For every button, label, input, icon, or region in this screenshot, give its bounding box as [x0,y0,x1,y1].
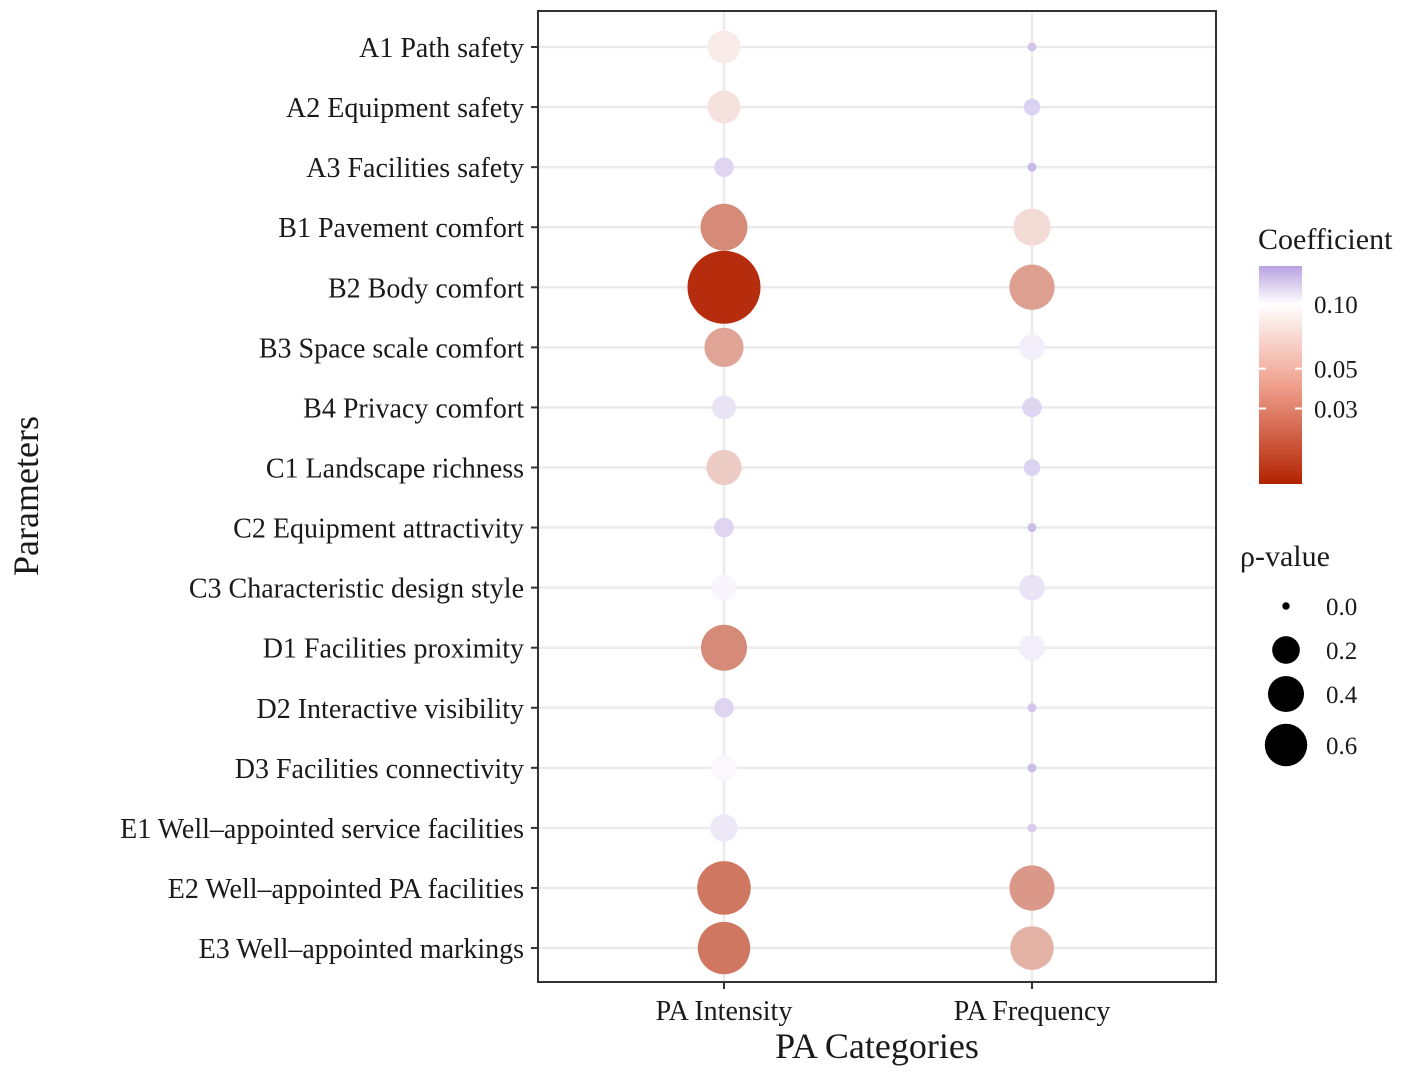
bubble-point [1027,763,1037,773]
x-axis-title: PA Categories [775,1026,979,1066]
bubble-point [1023,459,1041,476]
bubble-point [1013,208,1051,246]
y-tick-label: C1 Landscape richness [266,453,524,484]
y-tick-label: E3 Well–appointed markings [199,934,524,965]
size-key-dot [1267,675,1305,713]
bubble-point [1019,634,1045,661]
color-tick-label: 0.10 [1314,292,1358,319]
bubble-point [1027,823,1037,833]
bubble-point [1027,523,1037,533]
y-tick-label: E2 Well–appointed PA facilities [168,874,524,905]
y-tick-label: C3 Characteristic design style [189,574,524,605]
bubble-point [700,203,748,251]
size-key-label: 0.0 [1326,594,1357,621]
y-tick-label: B1 Pavement comfort [278,213,524,244]
bubble-point [1010,926,1054,970]
y-axis: A1 Path safety A2 Equipment safety A3 Faci… [120,33,538,965]
bubble-point [1027,162,1037,172]
plot-panel [537,10,1217,983]
y-tick-label: D3 Facilities connectivity [235,754,524,785]
size-key-label: 0.4 [1326,682,1358,709]
size-key-label: 0.2 [1326,638,1357,665]
bubble-point [1022,397,1042,418]
size-key-dot [1272,636,1300,664]
data-points [687,30,1055,975]
bubble-point [697,861,751,915]
bubble-point [706,449,742,486]
y-tick-label: E1 Well–appointed service facilities [120,814,524,845]
x-tick-label: PA Frequency [954,996,1111,1027]
y-tick-label: A3 Facilities safety [306,153,524,184]
bubble-point [1023,98,1041,116]
y-tick-label: D1 Facilities proximity [263,634,524,665]
color-tick-label: 0.05 [1314,357,1358,384]
size-legend: ρ-value 0.0 0.2 0.4 0.6 [1240,540,1358,767]
bubble-point [704,327,744,367]
bubble-point [1027,703,1037,713]
x-axis: PA Intensity PA Frequency [656,982,1111,1027]
bubble-point [712,395,736,420]
bubble-point [1019,574,1045,601]
y-axis-title: Parameters [6,416,46,576]
y-tick-label: A1 Path safety [359,33,524,64]
x-tick-label: PA Intensity [656,996,793,1027]
bubble-point [1019,334,1045,361]
y-tick-label: B2 Body comfort [328,273,524,304]
bubble-point [714,517,734,538]
bubble-point [1009,264,1055,310]
bubble-point [714,697,734,718]
color-legend-title: Coefficient [1258,223,1393,256]
bubble-point [710,814,738,842]
bubble-point [714,157,734,177]
bubble-point [697,921,751,975]
y-tick-label: A2 Equipment safety [286,93,524,124]
y-tick-label: D2 Interactive visibility [257,694,525,725]
bubble-point [1027,42,1037,52]
bubble-point [711,754,737,781]
color-legend: Coefficient 0.10 0.05 0.03 [1258,223,1393,484]
size-key-dot [1282,602,1290,610]
size-legend-title: ρ-value [1240,540,1330,573]
size-key-label: 0.6 [1326,733,1357,760]
y-tick-label: B4 Privacy comfort [303,393,524,424]
gridlines [538,11,1216,982]
bubble-point [1009,865,1055,911]
bubble-point [707,90,741,124]
y-tick-label: B3 Space scale comfort [259,333,524,364]
y-tick-label: C2 Equipment attractivity [233,514,524,545]
bubble-point [707,30,741,64]
color-bar [1259,266,1302,484]
bubble-point [711,574,737,601]
bubble-point [701,624,747,671]
bubble-point [687,250,761,324]
color-tick-label: 0.03 [1314,396,1358,423]
size-key-dot [1264,723,1308,767]
